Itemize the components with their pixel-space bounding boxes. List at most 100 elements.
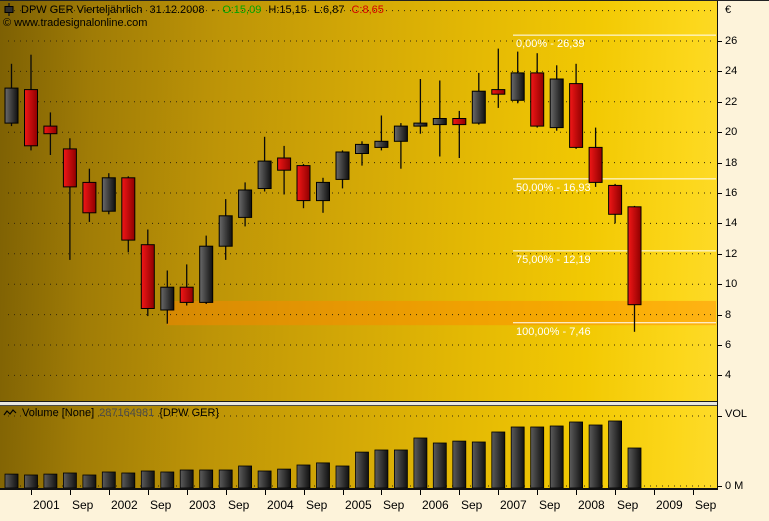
volume-bar-2008-Q3[interactable] <box>608 420 622 489</box>
time-tick-label: 2002 <box>111 498 138 512</box>
time-tick <box>31 490 32 495</box>
price-tick <box>718 375 722 376</box>
candle-body-2004-Q1[interactable] <box>257 160 272 190</box>
volume-axis-tick <box>718 416 722 417</box>
candle-body-2003-Q1[interactable] <box>179 286 194 303</box>
volume-bar-2007-Q3[interactable] <box>530 426 545 489</box>
candle-body-2001-Q3[interactable] <box>62 148 77 188</box>
candle-body-2002-Q3[interactable] <box>140 244 155 309</box>
volume-bar-2001-Q3[interactable] <box>63 472 77 489</box>
candle-body-2004-Q3[interactable] <box>296 165 311 202</box>
candle-body-2001-Q2[interactable] <box>43 125 58 135</box>
volume-bar-2001-Q1[interactable] <box>24 474 38 489</box>
symbol-title[interactable]: DPW GER Vierteljährlich <box>21 3 143 16</box>
time-axis-border <box>0 488 769 490</box>
time-tick <box>420 490 421 495</box>
panel-separator-bar[interactable] <box>0 402 718 405</box>
time-tick <box>693 490 694 495</box>
price-tick-label: 16 <box>725 187 738 199</box>
volume-bar-2006-Q3[interactable] <box>452 440 467 489</box>
price-tick-label: 12 <box>725 248 738 260</box>
volume-bar-2004-Q2[interactable] <box>277 468 292 489</box>
volume-bar-2006-Q4[interactable] <box>471 441 486 489</box>
candle-body-2001-Q1[interactable] <box>24 89 38 147</box>
volume-bar-2008-Q2[interactable] <box>588 424 603 489</box>
candle-body-2005-Q3[interactable] <box>374 140 389 148</box>
candle-body-2005-Q1[interactable] <box>335 151 350 180</box>
candle-body-2003-Q4[interactable] <box>238 189 253 218</box>
volume-indicator-label[interactable]: Volume [None] <box>22 407 95 419</box>
time-tick-label: Sep <box>617 498 639 512</box>
volume-bar-2002-Q2[interactable] <box>121 472 136 489</box>
volume-current-value: 287164981 <box>99 407 155 419</box>
volume-bar-2003-Q3[interactable] <box>218 469 233 489</box>
fibonacci-retracement[interactable]: 0,00% - 26,39 50,00% - 16,93 75,00% - 12,1… <box>513 34 716 338</box>
price-tick-label: 22 <box>725 96 738 108</box>
candle-body-2003-Q3[interactable] <box>218 215 233 247</box>
candle-body-2008-Q2[interactable] <box>588 146 603 183</box>
candlestick-series[interactable] <box>4 48 642 332</box>
candle-body-2005-Q4[interactable] <box>393 125 408 142</box>
time-axis[interactable]: 2001 Sep 2002 Sep 2003 Sep 2004 Sep 2005 Sep 2006 S… <box>0 490 718 521</box>
volume-bar-2004-Q1[interactable] <box>257 470 272 489</box>
volume-bar-series[interactable] <box>4 420 642 489</box>
time-tick-label: Sep <box>383 498 405 512</box>
time-tick <box>187 490 188 495</box>
candle-body-2003-Q2[interactable] <box>199 245 214 303</box>
volume-bar-2005-Q1[interactable] <box>335 465 350 489</box>
time-tick <box>576 490 577 495</box>
candle-body-2008-Q3[interactable] <box>608 184 623 215</box>
candle-body-2007-Q3[interactable] <box>530 72 545 127</box>
price-chart-plot[interactable]: 0,00% - 26,39 50,00% - 16,93 75,00% - 12,1… <box>0 1 718 401</box>
price-tick-label: 14 <box>725 217 738 229</box>
volume-bar-2002-Q3[interactable] <box>140 470 155 489</box>
candle-body-2001-Q4[interactable] <box>82 181 97 214</box>
volume-bar-2005-Q4[interactable] <box>393 449 408 489</box>
volume-bar-2008-Q1[interactable] <box>569 421 583 489</box>
candle-body-2006-Q3[interactable] <box>452 118 467 126</box>
price-axis[interactable]: € VOL 0 M 26 24 22 20 18 16 14 12 10 8 6 4 <box>718 1 769 521</box>
candle-body-2004-Q2[interactable] <box>277 157 292 171</box>
header-separator: - <box>211 3 216 16</box>
volume-bar-2003-Q4[interactable] <box>238 465 253 489</box>
time-tick-label: Sep <box>72 498 94 512</box>
volume-bar-2006-Q1[interactable] <box>413 437 428 489</box>
candle-body-2008-Q4[interactable] <box>627 206 642 306</box>
volume-bar-2003-Q1[interactable] <box>179 469 194 489</box>
volume-bar-2002-Q1[interactable] <box>101 471 116 489</box>
volume-bar-2002-Q4[interactable] <box>160 471 175 489</box>
price-tick-label: 4 <box>725 369 732 381</box>
time-tick-label: 2003 <box>189 498 216 512</box>
price-tick <box>718 132 722 133</box>
candle-body-2006-Q2[interactable] <box>432 118 447 126</box>
volume-bar-2000-Q4[interactable] <box>4 473 19 489</box>
volume-bar-2005-Q2[interactable] <box>355 451 369 489</box>
volume-indicator-header: Volume [None] 287164981 {DPW GER} <box>3 407 224 419</box>
candle-body-2007-Q4[interactable] <box>549 78 564 129</box>
volume-bar-2007-Q2[interactable] <box>510 426 525 489</box>
volume-bar-2003-Q2[interactable] <box>199 469 214 489</box>
volume-bar-2001-Q2[interactable] <box>43 473 58 489</box>
candle-body-2008-Q1[interactable] <box>569 83 584 148</box>
volume-bar-2007-Q1[interactable] <box>491 431 506 489</box>
candle-body-2007-Q2[interactable] <box>510 72 525 101</box>
volume-bar-2004-Q4[interactable] <box>316 462 330 489</box>
volume-bar-2004-Q3[interactable] <box>296 464 311 489</box>
volume-bar-2007-Q4[interactable] <box>549 425 564 489</box>
candle-body-2004-Q4[interactable] <box>316 181 330 202</box>
volume-bar-2005-Q3[interactable] <box>374 449 389 489</box>
volume-bar-2006-Q2[interactable] <box>432 442 447 489</box>
time-tick <box>70 490 71 495</box>
candle-body-2006-Q1[interactable] <box>413 122 428 127</box>
candle-body-2007-Q1[interactable] <box>491 89 506 95</box>
candle-body-2000-Q4[interactable] <box>4 87 19 124</box>
candle-body-2002-Q4[interactable] <box>160 286 175 311</box>
candle-body-2006-Q4[interactable] <box>471 90 486 124</box>
price-tick <box>718 284 722 285</box>
volume-plot[interactable] <box>0 401 718 489</box>
candle-body-2002-Q2[interactable] <box>121 177 136 241</box>
volume-bar-2001-Q4[interactable] <box>82 474 97 489</box>
candle-body-2005-Q2[interactable] <box>355 143 369 154</box>
volume-bar-2008-Q4[interactable] <box>627 447 642 489</box>
candle-body-2002-Q1[interactable] <box>101 177 116 212</box>
